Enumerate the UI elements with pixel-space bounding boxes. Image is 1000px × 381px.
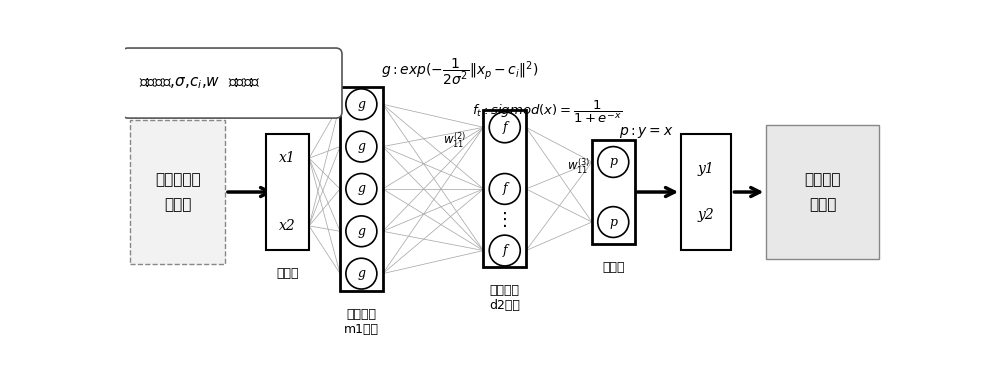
Text: $f_t:sigmod(x)=\dfrac{1}{1+e^{-x}}$: $f_t:sigmod(x)=\dfrac{1}{1+e^{-x}}$: [472, 98, 622, 125]
Text: $p:y=x$: $p:y=x$: [619, 125, 674, 140]
Circle shape: [346, 89, 377, 120]
Bar: [681, 134, 731, 250]
Text: p: p: [609, 216, 617, 229]
Circle shape: [346, 173, 377, 204]
Circle shape: [346, 216, 377, 247]
Text: 经过训练,$\sigma$,$c_i$,$w$  均已知：: 经过训练,$\sigma$,$c_i$,$w$ 均已知：: [139, 75, 261, 91]
Circle shape: [489, 235, 520, 266]
Text: $w_{11}^{(2)}$: $w_{11}^{(2)}$: [443, 131, 466, 150]
Bar: [340, 87, 383, 291]
Text: p: p: [609, 155, 617, 168]
Text: g: g: [357, 140, 365, 153]
Text: $w_{11}^{(3)}$: $w_{11}^{(3)}$: [567, 156, 590, 176]
Text: 现场测得的
场强值: 现场测得的 场强值: [155, 172, 201, 212]
Text: $g:exp(-\dfrac{1}{2\sigma^2}\|x_p-c_i\|^2)$: $g:exp(-\dfrac{1}{2\sigma^2}\|x_p-c_i\|^…: [381, 56, 538, 86]
FancyBboxPatch shape: [122, 48, 342, 118]
Bar: [266, 134, 309, 250]
Text: g: g: [357, 182, 365, 195]
Text: 修正后的
场强值: 修正后的 场强值: [804, 172, 841, 212]
Text: 输入层: 输入层: [276, 267, 299, 280]
FancyBboxPatch shape: [130, 120, 225, 264]
Text: 输出层: 输出层: [602, 261, 624, 274]
Text: x1: x1: [279, 151, 296, 165]
Text: f: f: [502, 182, 507, 195]
Circle shape: [346, 131, 377, 162]
Text: x2: x2: [279, 219, 296, 233]
Text: y2: y2: [698, 208, 715, 222]
Circle shape: [346, 258, 377, 289]
Circle shape: [489, 112, 520, 143]
Text: f: f: [502, 121, 507, 134]
Text: 第二隐层
d2节点: 第二隐层 d2节点: [489, 285, 520, 312]
Text: g: g: [357, 225, 365, 238]
Text: g: g: [357, 267, 365, 280]
Bar: [592, 141, 635, 243]
Circle shape: [489, 173, 520, 204]
Text: y1: y1: [698, 162, 715, 176]
Text: g: g: [357, 98, 365, 111]
Text: ⋮: ⋮: [496, 211, 514, 229]
Bar: [766, 125, 879, 259]
Bar: [483, 110, 526, 267]
Circle shape: [598, 147, 629, 178]
Text: 第一隐层
m1节点: 第一隐层 m1节点: [344, 307, 379, 336]
Circle shape: [598, 207, 629, 237]
Text: f: f: [502, 244, 507, 257]
